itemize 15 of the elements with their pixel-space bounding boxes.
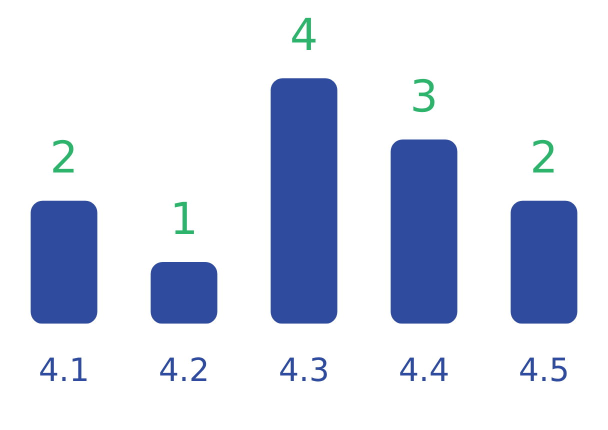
bar: [510, 200, 578, 324]
data-label: 3: [410, 71, 438, 122]
data-label: 2: [530, 132, 558, 184]
x-tick-label: 4.3: [278, 351, 330, 390]
bar: [30, 200, 98, 324]
x-tick-label: 4.4: [398, 351, 450, 390]
data-label: 4: [290, 10, 318, 62]
bar: [270, 78, 338, 324]
x-tick-label: 4.1: [38, 351, 90, 390]
x-tick-label: 4.5: [518, 351, 570, 390]
x-tick-label: 4.2: [158, 351, 210, 390]
data-label: 2: [50, 132, 78, 184]
bar: [390, 140, 458, 324]
data-label: 1: [170, 194, 198, 245]
bar: [150, 262, 218, 324]
